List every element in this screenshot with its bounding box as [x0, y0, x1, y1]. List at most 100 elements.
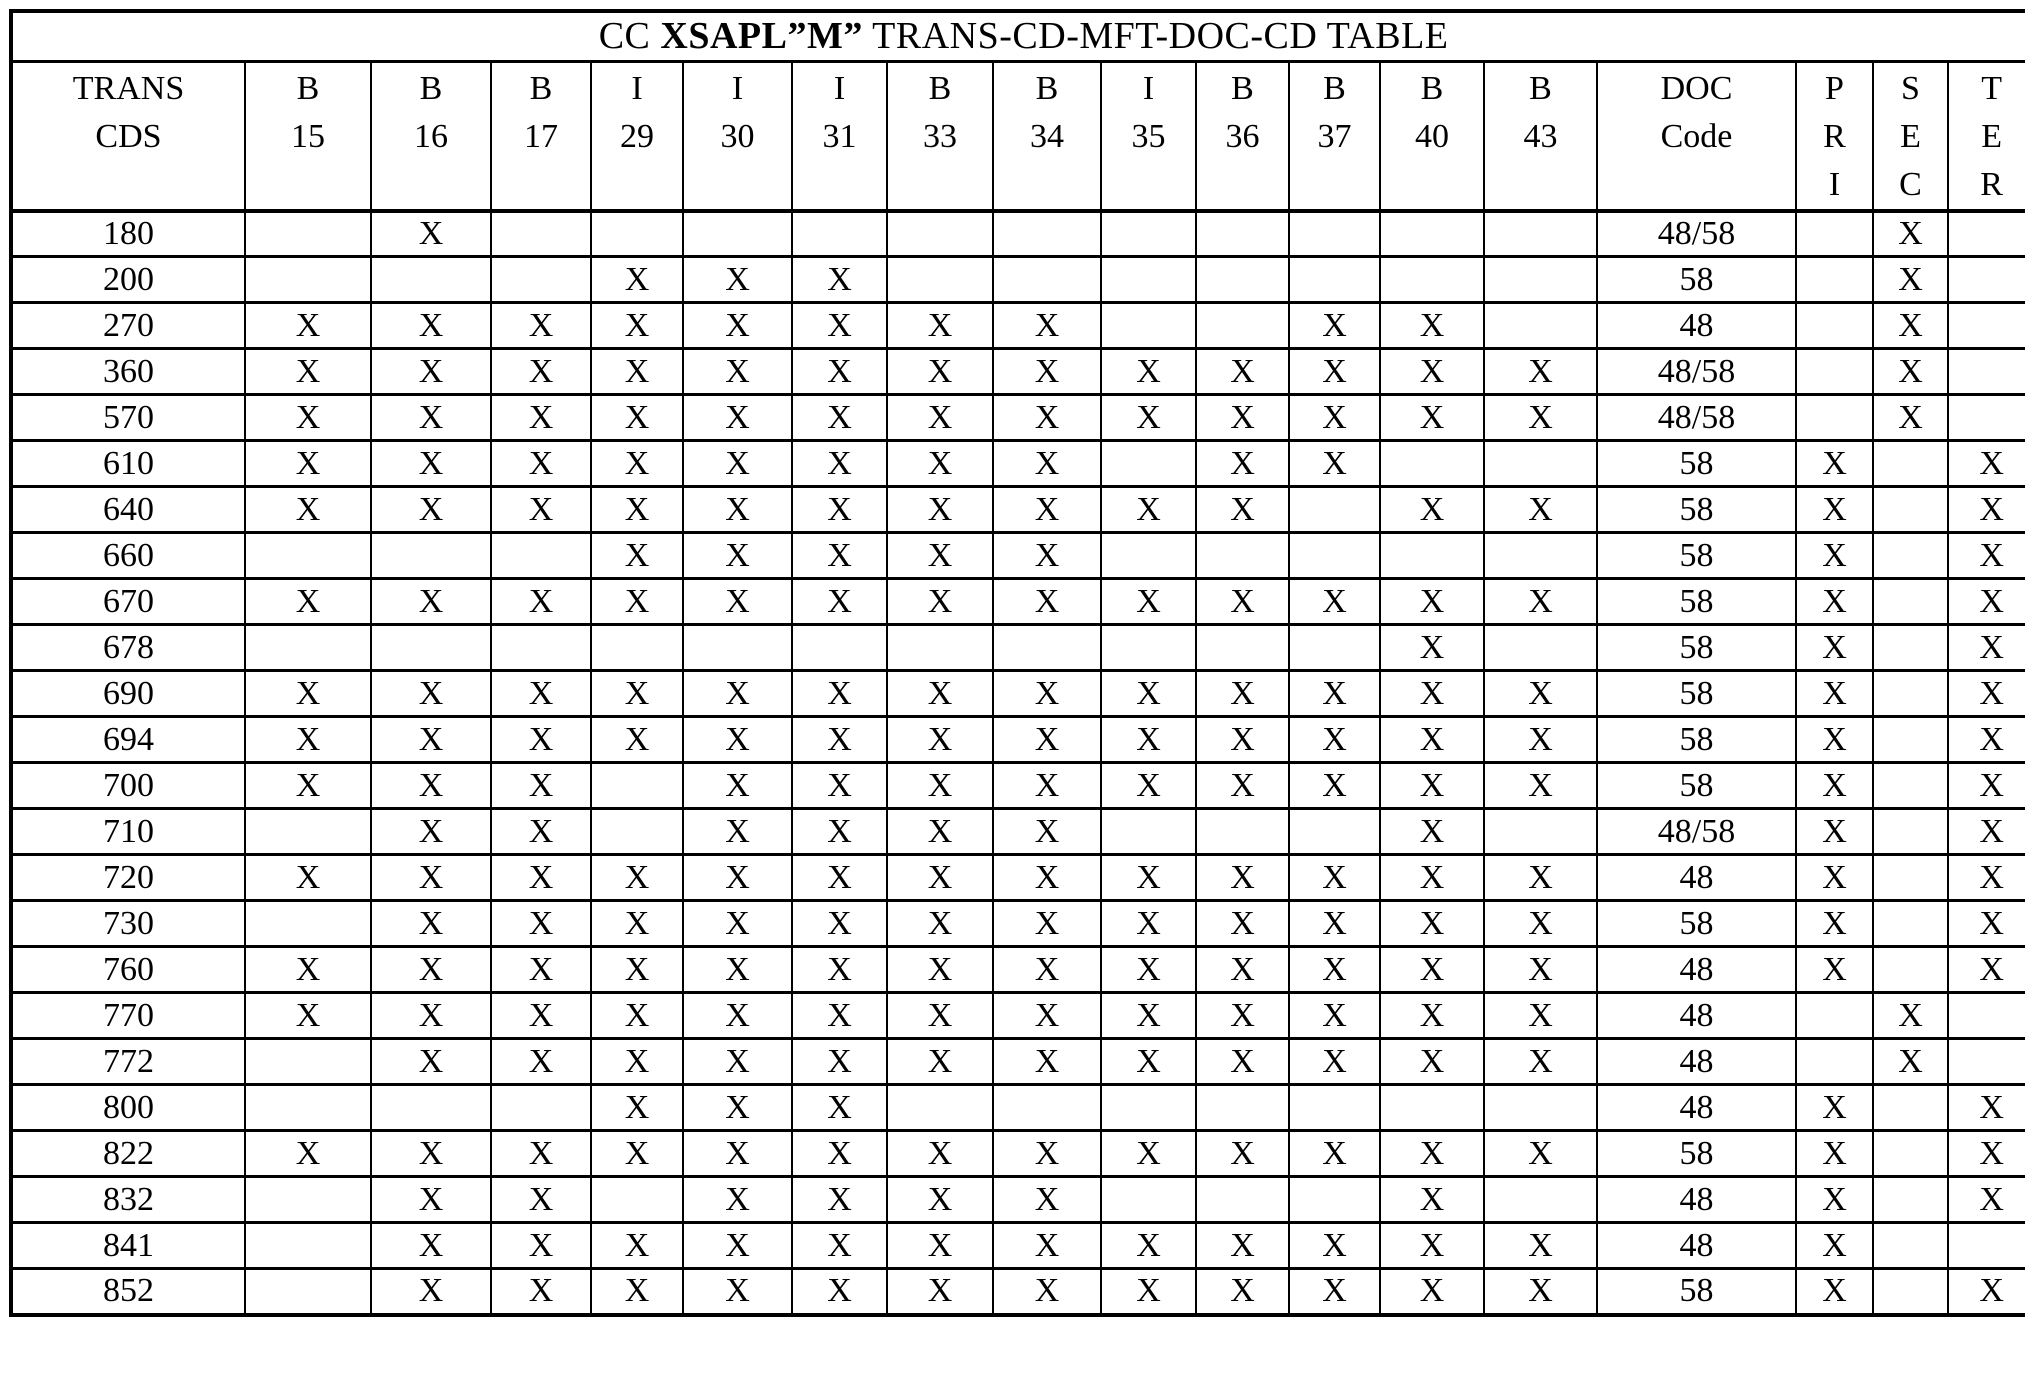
mark-cell-b16: X — [370, 991, 492, 1040]
mark-cell-i31: X — [791, 485, 888, 534]
trans-code-cell: 852 — [10, 1267, 246, 1316]
mark-cell-b16: X — [370, 807, 492, 856]
mark-cell-b17 — [490, 623, 592, 672]
mark-cell-b36 — [1195, 1083, 1290, 1132]
mark-cell-b34: X — [992, 347, 1102, 396]
mark-cell-b16: X — [370, 1175, 492, 1224]
ter-cell: X — [1946, 945, 2025, 994]
pri-cell — [1795, 393, 1874, 442]
ter-cell: X — [1946, 531, 2025, 580]
mark-cell-b33: X — [886, 669, 994, 718]
mark-cell-b37: X — [1288, 761, 1381, 810]
pri-cell: X — [1795, 531, 1874, 580]
table-row-640: 640 X X X X X X X X X X X X 58 X X — [10, 485, 2025, 534]
pri-cell — [1795, 209, 1874, 258]
mark-cell-b34: X — [992, 1175, 1102, 1224]
mark-cell-b36: X — [1195, 485, 1290, 534]
sec-cell — [1872, 531, 1949, 580]
mark-cell-b43 — [1483, 255, 1598, 304]
mark-cell-b16: X — [370, 577, 492, 626]
mark-cell-b33: X — [886, 485, 994, 534]
mark-cell-b43 — [1483, 623, 1598, 672]
mark-cell-i30: X — [682, 1267, 793, 1316]
trans-code-cell: 841 — [10, 1221, 246, 1270]
table-row-570: 570 X X X X X X X X X X X X X 48/58 X — [10, 393, 2025, 442]
sec-cell: X — [1872, 393, 1949, 442]
mark-cell-b40: X — [1379, 991, 1485, 1040]
mark-cell-b36 — [1195, 1175, 1290, 1224]
trans-code-cell: 670 — [10, 577, 246, 626]
mark-cell-i30: X — [682, 531, 793, 580]
mark-cell-i31: X — [791, 899, 888, 948]
sec-cell — [1872, 1083, 1949, 1132]
mark-cell-b34: X — [992, 1129, 1102, 1178]
mark-cell-b34: X — [992, 1267, 1102, 1316]
mark-cell-b34 — [992, 209, 1102, 258]
mark-cell-b33: X — [886, 301, 994, 350]
mark-cell-i30 — [682, 623, 793, 672]
mark-cell-b33: X — [886, 1221, 994, 1270]
mark-cell-i35: X — [1100, 1129, 1197, 1178]
mark-cell-i30: X — [682, 991, 793, 1040]
trans-code-cell: 610 — [10, 439, 246, 488]
pri-cell — [1795, 301, 1874, 350]
mark-cell-i30: X — [682, 439, 793, 488]
mark-cell-b17: X — [490, 301, 592, 350]
mark-cell-b33 — [886, 255, 994, 304]
column-header-b34: B 34 — [992, 59, 1102, 213]
mark-cell-i35: X — [1100, 715, 1197, 764]
mark-cell-b40: X — [1379, 853, 1485, 902]
column-header-trans: TRANS CDS — [10, 59, 246, 213]
title-prefix: CC — [598, 15, 661, 58]
mark-cell-b40 — [1379, 439, 1485, 488]
mark-cell-b34: X — [992, 715, 1102, 764]
mark-cell-b36: X — [1195, 761, 1290, 810]
trans-code-cell: 180 — [10, 209, 246, 258]
mark-cell-b17: X — [490, 853, 592, 902]
mark-cell-b43: X — [1483, 1267, 1598, 1316]
mark-cell-i29: X — [590, 255, 684, 304]
column-header-i35: I 35 — [1100, 59, 1197, 213]
mark-cell-b33: X — [886, 577, 994, 626]
mark-cell-b16: X — [370, 1129, 492, 1178]
mark-cell-b17: X — [490, 715, 592, 764]
table-row-822: 822 X X X X X X X X X X X X X 58 X X — [10, 1129, 2025, 1178]
mark-cell-b15 — [244, 1221, 372, 1270]
mark-cell-b15 — [244, 1037, 372, 1086]
doc-code-cell: 58 — [1596, 623, 1797, 672]
sec-cell: X — [1872, 255, 1949, 304]
ter-cell — [1946, 347, 2025, 396]
sec-cell — [1872, 439, 1949, 488]
table-row-660: 660 X X X X X 58 X X — [10, 531, 2025, 580]
mark-cell-b36 — [1195, 807, 1290, 856]
mark-cell-b40: X — [1379, 301, 1485, 350]
pri-cell: X — [1795, 439, 1874, 488]
mark-cell-b37 — [1288, 623, 1381, 672]
ter-cell — [1946, 209, 2025, 258]
mark-cell-b17: X — [490, 669, 592, 718]
mark-cell-b33: X — [886, 393, 994, 442]
mark-cell-i29: X — [590, 393, 684, 442]
mark-cell-b15: X — [244, 393, 372, 442]
mark-cell-b15: X — [244, 485, 372, 534]
sec-cell — [1872, 853, 1949, 902]
mark-cell-b16: X — [370, 761, 492, 810]
mark-cell-b36 — [1195, 623, 1290, 672]
mark-cell-b40: X — [1379, 1037, 1485, 1086]
mark-cell-b37: X — [1288, 1037, 1381, 1086]
mark-cell-b40 — [1379, 531, 1485, 580]
mark-cell-b43: X — [1483, 899, 1598, 948]
column-header-b36: B 36 — [1195, 59, 1290, 213]
mark-cell-b33: X — [886, 1267, 994, 1316]
mark-cell-b17: X — [490, 1267, 592, 1316]
doc-code-cell: 58 — [1596, 669, 1797, 718]
mark-cell-i35 — [1100, 301, 1197, 350]
mark-cell-b17: X — [490, 899, 592, 948]
mark-cell-b17: X — [490, 393, 592, 442]
mark-cell-b43 — [1483, 807, 1598, 856]
mark-cell-b34: X — [992, 439, 1102, 488]
mark-cell-b34: X — [992, 669, 1102, 718]
pri-cell: X — [1795, 1267, 1874, 1316]
mark-cell-i35 — [1100, 623, 1197, 672]
column-header-i31: I 31 — [791, 59, 888, 213]
